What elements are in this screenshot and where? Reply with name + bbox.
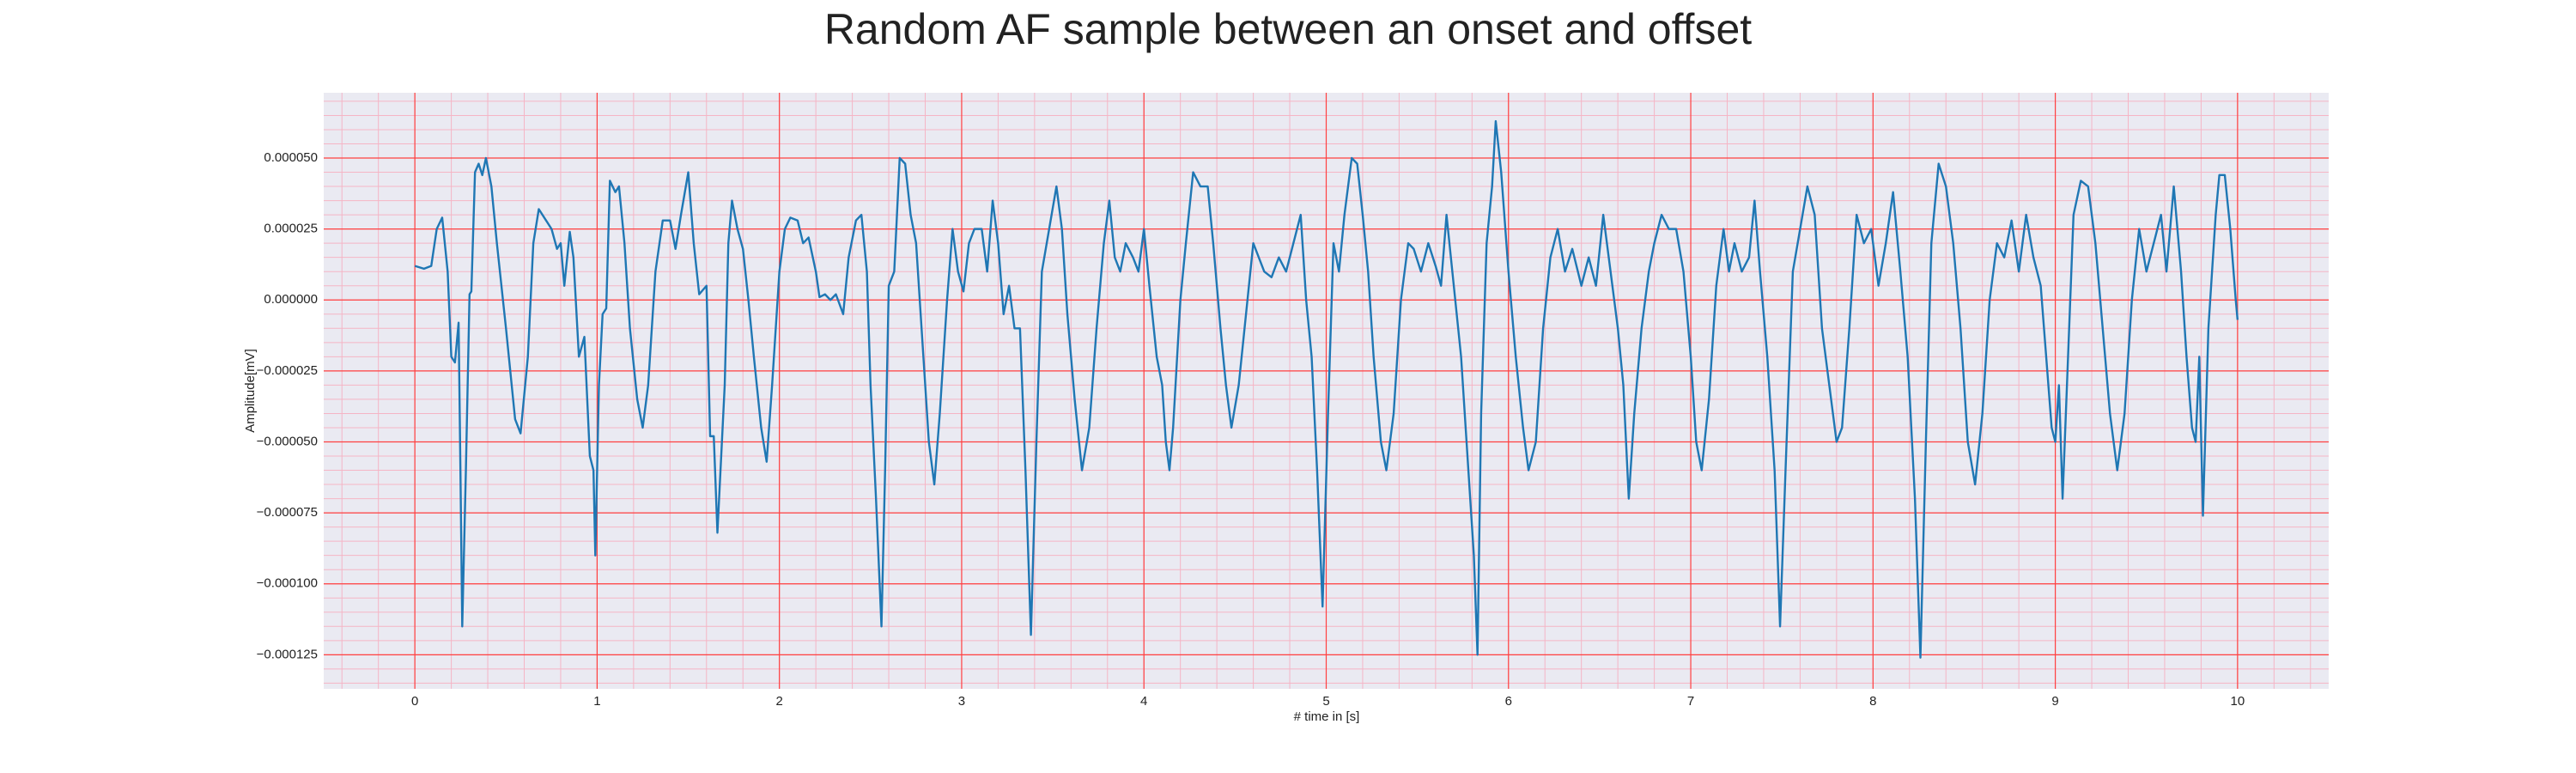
- x-tick-label: 10: [2231, 694, 2245, 709]
- x-tick-label: 8: [1869, 694, 1876, 709]
- x-tick-label: 2: [776, 694, 783, 709]
- y-tick-label: −0.000075: [257, 505, 318, 520]
- x-axis-label: # time in [s]: [1294, 709, 1360, 724]
- y-tick-label: −0.000050: [257, 434, 318, 448]
- x-tick-label: 1: [593, 694, 600, 709]
- y-tick-label: −0.000100: [257, 576, 318, 591]
- x-tick-label: 7: [1687, 694, 1694, 709]
- signal-line: [414, 119, 2239, 659]
- y-tick-label: −0.000025: [257, 363, 318, 378]
- x-tick-label: 0: [411, 694, 418, 709]
- x-tick-label: 5: [1322, 694, 1329, 709]
- marks: [414, 119, 2239, 659]
- y-tick-label: 0.000025: [264, 222, 318, 236]
- y-tick-label: −0.000125: [257, 647, 318, 661]
- chart-title: Random AF sample between an onset and of…: [824, 5, 1752, 53]
- x-tick-label: 4: [1140, 694, 1147, 709]
- y-tick-label: 0.000050: [264, 150, 318, 165]
- x-tick-label: 6: [1505, 694, 1512, 709]
- x-tick-label: 9: [2051, 694, 2058, 709]
- x-tick-label: 3: [958, 694, 965, 709]
- y-tick-label: 0.000000: [264, 292, 318, 307]
- y-axis-label: Amplitude[mV]: [243, 349, 258, 433]
